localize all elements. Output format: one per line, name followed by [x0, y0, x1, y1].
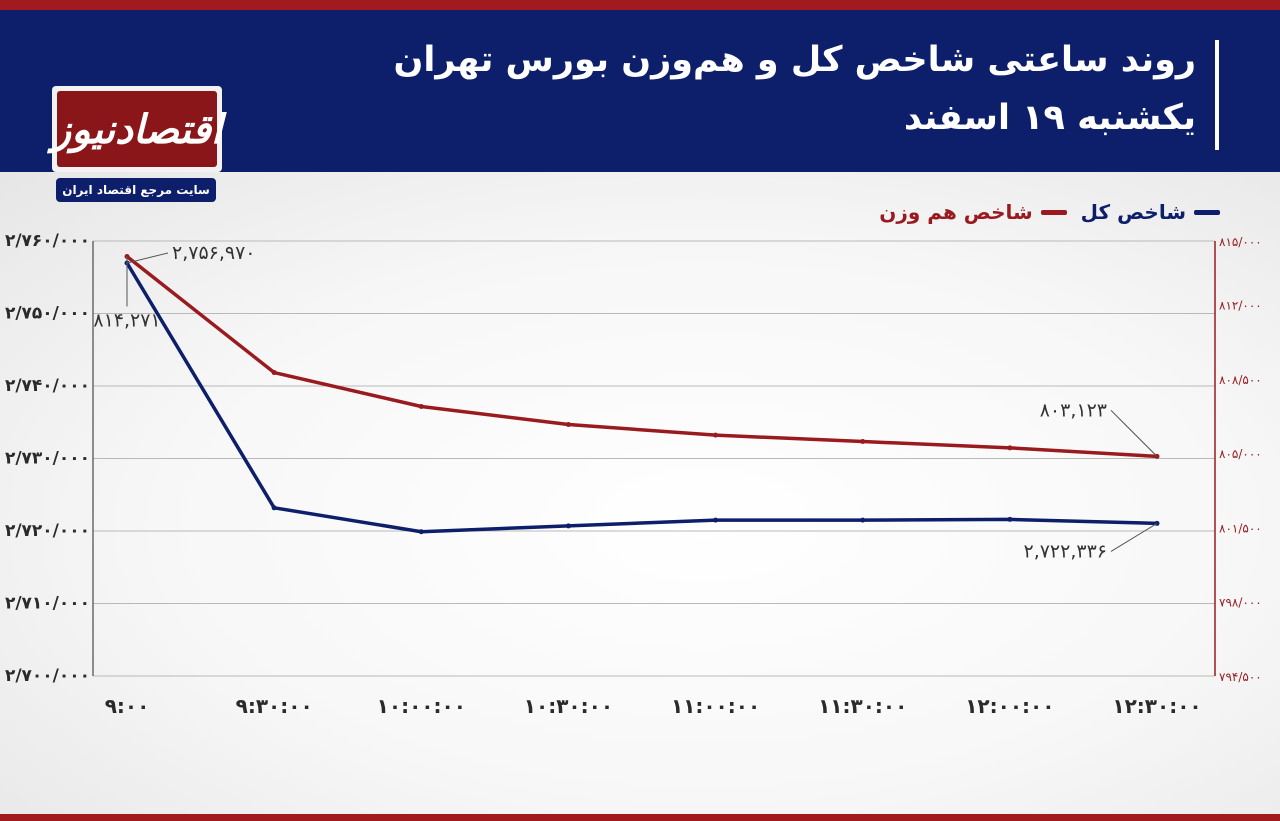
x-axis-tick-label: ۱۰:۳۰:۰۰	[524, 694, 613, 718]
data-point	[565, 422, 571, 428]
left-axis-tick-label: ۲/۷۰۰/۰۰۰	[5, 666, 90, 686]
header-divider	[1215, 40, 1219, 150]
x-axis-tick-label: ۱۲:۳۰:۰۰	[1112, 694, 1201, 718]
right-axis-tick-label: ۷۹۴/۵۰۰	[1219, 670, 1262, 684]
data-point	[565, 523, 571, 529]
x-axis-tick-label: ۹:۰۰	[105, 694, 150, 718]
annotation-leader	[1110, 410, 1158, 457]
x-axis-tick-label: ۹:۳۰:۰۰	[236, 694, 313, 718]
data-point	[418, 404, 424, 410]
data-point	[1007, 445, 1013, 451]
data-point	[713, 517, 719, 523]
right-axis-tick-label: ۷۹۸/۰۰۰	[1219, 596, 1262, 610]
series-line-equal-weight-index	[125, 254, 1159, 459]
data-point	[271, 505, 277, 511]
legend-label-equal-weight-index: شاخص هم وزن	[879, 200, 1033, 224]
chart-subtitle: یکشنبه ۱۹ اسفند	[903, 98, 1196, 138]
data-point	[713, 432, 719, 438]
right-axis-tick-label: ۸۰۸/۵۰۰	[1219, 373, 1262, 387]
x-axis-tick-label: ۱۱:۳۰:۰۰	[818, 694, 907, 718]
data-label: ۸۱۴,۲۷۱	[93, 309, 160, 331]
data-point	[418, 529, 424, 535]
left-axis-tick-label: ۲/۷۱۰/۰۰۰	[5, 594, 90, 614]
x-axis-tick-label: ۱۱:۰۰:۰۰	[671, 694, 760, 718]
legend-item-total-index: شاخص کل	[1081, 200, 1220, 224]
legend-swatch-equal-weight-index	[1040, 209, 1067, 215]
right-axis-tick-label: ۸۰۵/۰۰۰	[1219, 447, 1262, 461]
data-point	[860, 439, 866, 445]
annotation-leader	[1110, 522, 1158, 552]
logo-wordmark: اقتصادنیوز	[52, 91, 222, 167]
top-border	[0, 0, 1280, 10]
data-label: ۲,۷۲۲,۳۳۶	[1023, 540, 1107, 562]
data-point	[271, 370, 277, 376]
data-label: ۲,۷۵۶,۹۷۰	[172, 242, 256, 264]
left-axis-tick-label: ۲/۷۵۰/۰۰۰	[5, 304, 90, 324]
annotation-leader	[126, 252, 169, 264]
logo-tagline: سایت مرجع اقتصاد ایران	[56, 178, 216, 202]
right-axis-tick-label: ۸۱۲/۰۰۰	[1219, 299, 1262, 313]
data-label: ۸۰۳,۱۲۳	[1040, 399, 1107, 421]
x-axis-tick-label: ۱۰:۰۰:۰۰	[377, 694, 466, 718]
legend-swatch-total-index	[1194, 209, 1220, 215]
chart-legend: شاخص کل شاخص هم وزن	[879, 200, 1220, 224]
logo: اقتصادنیوز	[52, 86, 222, 172]
chart-title: روند ساعتی شاخص کل و هم‌وزن بورس تهران	[393, 40, 1196, 80]
legend-item-equal-weight-index: شاخص هم وزن	[879, 200, 1067, 224]
data-point	[1007, 516, 1013, 522]
left-axis-tick-label: ۲/۷۶۰/۰۰۰	[5, 231, 90, 251]
data-point	[860, 517, 866, 523]
bottom-border	[0, 814, 1280, 821]
left-axis-tick-label: ۲/۷۴۰/۰۰۰	[5, 376, 90, 396]
series-line-total-index	[125, 261, 1159, 534]
right-axis-tick-label: ۸۰۱/۵۰۰	[1219, 521, 1262, 535]
legend-label-total-index: شاخص کل	[1080, 200, 1186, 224]
left-axis-tick-label: ۲/۷۲۰/۰۰۰	[5, 521, 90, 541]
chart-background	[0, 172, 1280, 814]
x-axis-tick-label: ۱۲:۰۰:۰۰	[965, 694, 1054, 718]
right-axis-tick-label: ۸۱۵/۰۰۰	[1219, 235, 1262, 249]
left-axis-tick-label: ۲/۷۳۰/۰۰۰	[5, 449, 90, 469]
